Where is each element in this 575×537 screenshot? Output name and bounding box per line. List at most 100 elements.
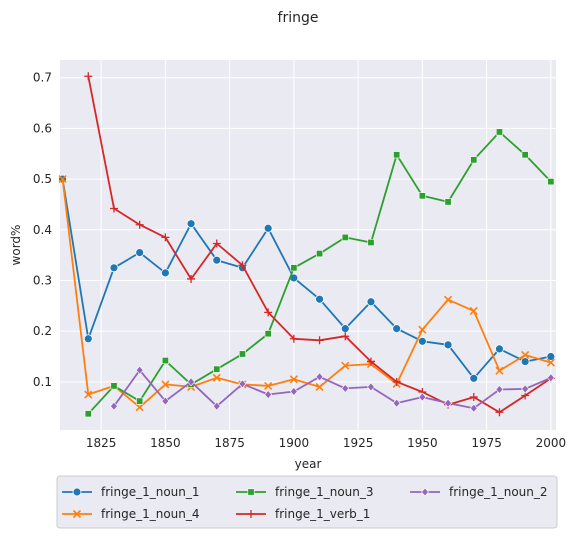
data-point xyxy=(247,488,255,496)
data-point xyxy=(341,383,350,393)
x-tick-label: 1950 xyxy=(407,436,438,450)
x-tick-label: 1900 xyxy=(279,436,310,450)
data-point xyxy=(546,358,555,367)
data-point xyxy=(340,324,350,334)
data-point xyxy=(84,410,92,418)
legend-label: fringe_1_verb_1 xyxy=(275,507,370,521)
data-point xyxy=(289,334,298,343)
data-point xyxy=(469,393,478,402)
data-point xyxy=(186,219,196,229)
legend-label: fringe_1_noun_1 xyxy=(101,485,200,499)
legend-item: fringe_1_verb_1 xyxy=(236,507,370,521)
series-fringe_1_noun_3 xyxy=(84,128,555,418)
data-point xyxy=(367,238,375,246)
data-point xyxy=(366,297,376,307)
data-point xyxy=(83,334,93,344)
data-point xyxy=(418,192,426,200)
data-point xyxy=(495,408,504,417)
data-point xyxy=(212,401,221,411)
x-tick-label: 2000 xyxy=(536,436,567,450)
data-point xyxy=(212,239,221,248)
data-point xyxy=(238,261,247,270)
data-point xyxy=(136,397,144,405)
data-point xyxy=(521,350,530,360)
data-point xyxy=(341,332,350,341)
data-point xyxy=(495,384,504,394)
y-tick-label: 0.4 xyxy=(33,223,52,237)
data-point xyxy=(264,390,273,399)
y-tick-label: 0.7 xyxy=(33,71,52,85)
data-point xyxy=(264,330,272,338)
data-point xyxy=(495,344,504,354)
data-point xyxy=(341,233,349,241)
legend-item: fringe_1_noun_3 xyxy=(236,485,374,499)
y-tick-label: 0.6 xyxy=(33,121,52,135)
data-point xyxy=(72,509,82,519)
y-tick-label: 0.3 xyxy=(33,273,52,287)
series-fringe_1_noun_2 xyxy=(110,365,555,413)
data-point xyxy=(187,274,196,283)
data-point xyxy=(521,151,529,159)
y-tick-label: 0.5 xyxy=(33,172,52,186)
y-tick-label: 0.1 xyxy=(33,375,52,389)
data-point xyxy=(444,398,452,408)
legend-item: fringe_1_noun_2 xyxy=(410,485,548,499)
data-point xyxy=(135,248,145,258)
data-point xyxy=(264,308,273,317)
data-point xyxy=(161,357,169,365)
x-tick-label: 1925 xyxy=(343,436,374,450)
data-point xyxy=(84,72,93,81)
x-tick-label: 1825 xyxy=(86,436,117,450)
series-group xyxy=(58,72,556,418)
data-point xyxy=(58,175,67,184)
data-point xyxy=(418,392,427,402)
chart-title: fringe xyxy=(278,10,319,26)
data-point xyxy=(161,396,170,406)
x-axis: 1825 1850 1875 1900 1925 1950 1975 2000 xyxy=(86,436,566,450)
y-axis-label: word% xyxy=(9,225,23,266)
data-point xyxy=(110,401,118,411)
legend-item: fringe_1_noun_4 xyxy=(62,507,200,521)
series-line xyxy=(61,178,552,409)
data-point xyxy=(315,294,324,304)
data-point xyxy=(495,128,503,136)
data-point xyxy=(495,366,504,375)
data-point xyxy=(160,268,170,278)
data-point xyxy=(443,340,453,350)
data-point xyxy=(366,357,375,366)
data-point xyxy=(520,357,530,366)
x-tick-label: 1850 xyxy=(150,436,181,450)
data-point xyxy=(264,381,273,390)
data-point xyxy=(341,361,350,370)
data-point xyxy=(421,487,429,497)
data-point xyxy=(290,264,298,272)
data-point xyxy=(247,510,255,518)
data-point xyxy=(238,379,247,389)
data-point xyxy=(367,382,375,392)
data-point xyxy=(469,306,478,315)
data-point xyxy=(392,377,401,386)
data-point xyxy=(212,373,221,382)
data-point xyxy=(444,198,452,206)
data-point xyxy=(469,403,478,413)
legend-label: fringe_1_noun_4 xyxy=(101,507,200,521)
grid-lines xyxy=(60,60,556,430)
legend-box xyxy=(56,475,558,529)
data-point xyxy=(289,375,298,384)
y-tick-label: 0.2 xyxy=(33,324,52,338)
series-line xyxy=(113,369,552,410)
legend-label: fringe_1_noun_3 xyxy=(275,485,374,499)
data-point xyxy=(470,156,478,164)
data-point xyxy=(84,390,93,399)
data-point xyxy=(213,365,221,373)
data-point xyxy=(110,382,118,390)
legend: fringe_1_noun_1 fringe_1_noun_4 fringe_1_n… xyxy=(56,475,558,529)
data-point xyxy=(109,263,119,273)
data-point xyxy=(392,398,401,408)
data-point xyxy=(161,380,170,389)
data-point xyxy=(546,373,555,383)
data-point xyxy=(316,250,324,258)
data-point xyxy=(469,373,479,383)
data-point xyxy=(547,178,555,186)
